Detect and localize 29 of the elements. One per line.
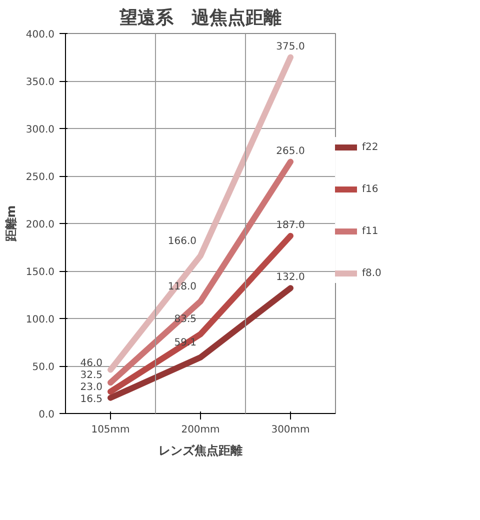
legend-label: f22 (362, 142, 380, 152)
y-tick-label: 350.0 (26, 77, 55, 88)
y-tick-label: 400.0 (26, 30, 55, 40)
data-label: 187.0 (276, 220, 305, 231)
data-label: 265.0 (276, 146, 305, 157)
y-tick-label: 50.0 (32, 362, 54, 373)
y-tick-label: 250.0 (26, 172, 55, 183)
data-label: 375.0 (276, 41, 305, 52)
legend-label: f16 (362, 184, 380, 194)
chart-title: 望遠系 過焦点距離 (118, 8, 282, 28)
data-label: 16.5 (80, 394, 102, 405)
x-axis-title: レンズ焦点距離 (158, 444, 242, 458)
data-label: 32.5 (80, 370, 102, 381)
y-tick-label: 150.0 (26, 267, 55, 278)
data-label: 166.0 (168, 236, 197, 247)
data-label: 23.0 (80, 382, 102, 393)
data-label: 118.0 (168, 281, 197, 292)
y-tick-label: 200.0 (26, 220, 55, 230)
data-label: 46.0 (80, 358, 102, 369)
data-label: 132.0 (276, 272, 305, 284)
x-tick-label: 200mm (181, 424, 220, 436)
legend-label: f11 (362, 226, 380, 236)
y-tick-label: 300.0 (26, 124, 55, 136)
x-tick-label: 300mm (271, 424, 310, 436)
y-tick-label: 100.0 (26, 314, 55, 326)
x-tick-label: 105mm (91, 424, 130, 436)
legend-label: f8.0 (362, 268, 382, 278)
y-tick-label: 0.0 (38, 410, 55, 420)
y-axis-title: 距離m (4, 205, 18, 243)
